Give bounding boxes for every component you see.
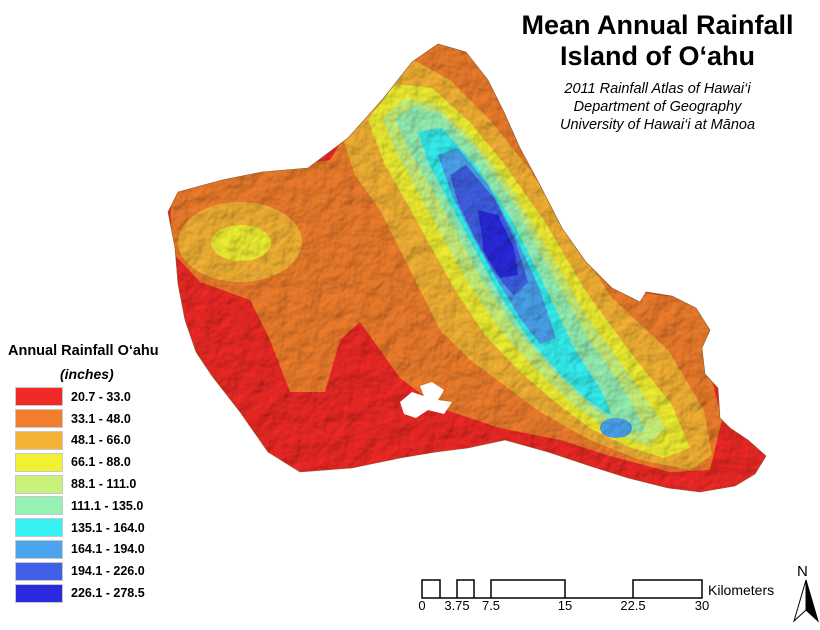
pearl-harbor	[400, 382, 452, 418]
legend-item: 135.1 - 164.0	[15, 517, 145, 539]
legend-label: 194.1 - 226.0	[71, 564, 145, 579]
scale-bar	[421, 579, 703, 599]
legend-swatch	[15, 518, 63, 538]
legend-label: 88.1 - 111.0	[71, 477, 137, 492]
legend-item: 194.1 - 226.0	[15, 560, 145, 582]
legend-item: 66.1 - 88.0	[15, 451, 145, 473]
legend-label: 20.7 - 33.0	[71, 389, 131, 404]
north-arrow-left-half	[793, 579, 807, 623]
legend-label: 111.1 - 135.0	[71, 498, 144, 513]
map-subtitle: 2011 Rainfall Atlas of Hawai‘i Departmen…	[520, 80, 795, 134]
island-outline	[167, 43, 767, 493]
north-arrow-right-half	[805, 579, 819, 623]
scale-tick-label: 22.5	[620, 598, 646, 613]
scale-tick-label: 0	[418, 598, 426, 613]
legend-label: 135.1 - 164.0	[71, 520, 145, 535]
title-line-2: Island of O‘ahu	[559, 41, 755, 71]
legend-swatch	[15, 539, 63, 559]
legend-item: 164.1 - 194.0	[15, 539, 145, 561]
legend-label: 33.1 - 48.0	[71, 411, 131, 426]
legend-item: 48.1 - 66.0	[15, 430, 145, 452]
legend-label: 48.1 - 66.0	[71, 433, 131, 448]
scale-bar-outline	[421, 579, 703, 599]
legend-title: Annual Rainfall O‘ahu	[8, 343, 159, 359]
legend-swatch	[15, 583, 63, 603]
legend-item: 33.1 - 48.0	[15, 408, 145, 430]
legend-item: 111.1 - 135.0	[15, 495, 145, 517]
rainfall-zone-west-66-88	[211, 225, 271, 261]
legend-swatch	[15, 496, 63, 516]
scale-tick-label: 7.5	[481, 598, 501, 613]
title-line-1: Mean Annual Rainfall	[521, 10, 794, 40]
scale-tick-label: 3.75	[444, 598, 470, 613]
legend-item: 226.1 - 278.5	[15, 582, 145, 604]
rainfall-zone-226-278	[478, 210, 518, 278]
map-title: Mean Annual Rainfall Island of O‘ahu	[500, 10, 815, 72]
scale-units-label: Kilometers	[708, 582, 775, 598]
subtitle-line-3: University of Hawai‘i at Mānoa	[559, 117, 756, 133]
legend-item: 88.1 - 111.0	[15, 473, 145, 495]
legend-swatch	[15, 474, 63, 494]
legend-units: (inches)	[60, 366, 114, 382]
legend-swatch	[15, 561, 63, 581]
legend-label: 226.1 - 278.5	[71, 586, 145, 601]
legend-swatch	[15, 409, 63, 429]
legend-swatch	[15, 452, 63, 472]
legend: 20.7 - 33.0 33.1 - 48.0 48.1 - 66.0 66.1…	[15, 386, 145, 604]
subtitle-line-1: 2011 Rainfall Atlas of Hawai‘i	[564, 81, 751, 97]
scale-tick-label: 30	[694, 598, 710, 613]
subtitle-line-2: Department of Geography	[573, 99, 742, 115]
north-arrow	[793, 579, 819, 623]
legend-label: 66.1 - 88.0	[71, 455, 131, 470]
rainfall-zone-local-164-194	[600, 418, 632, 438]
legend-swatch	[15, 387, 63, 407]
legend-swatch	[15, 430, 63, 450]
scale-tick-label: 15	[557, 598, 573, 613]
north-label: N	[797, 563, 808, 580]
legend-item: 20.7 - 33.0	[15, 386, 145, 408]
legend-label: 164.1 - 194.0	[71, 542, 145, 557]
